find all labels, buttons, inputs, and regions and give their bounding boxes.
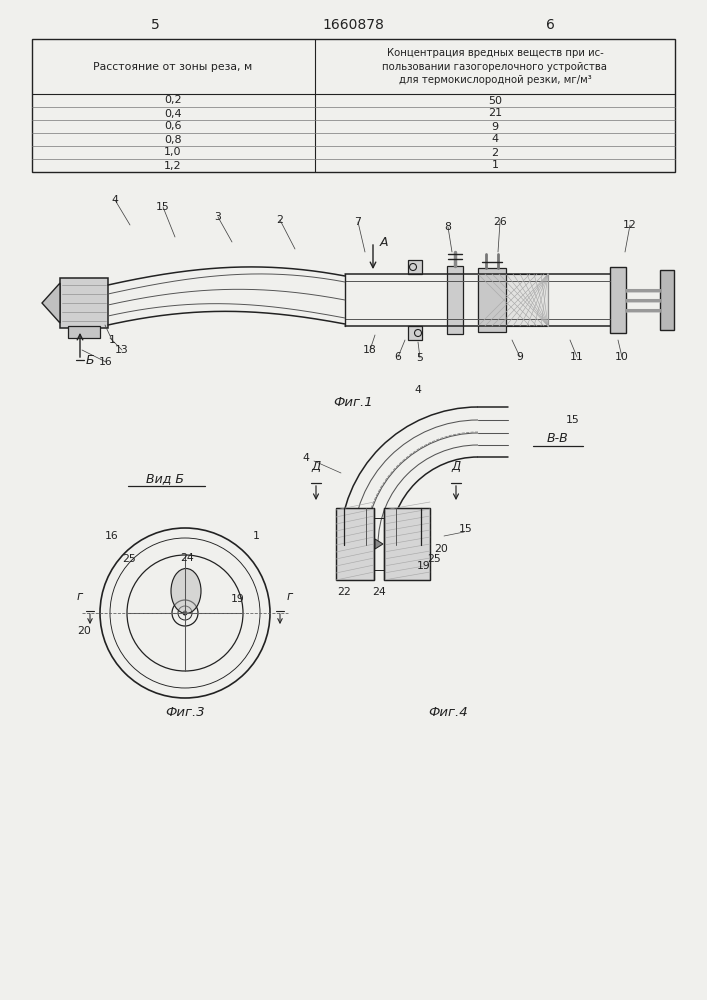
Text: 50: 50 xyxy=(488,96,502,105)
Text: 1: 1 xyxy=(109,335,115,345)
Text: Д: Д xyxy=(312,460,320,473)
Text: 0,8: 0,8 xyxy=(164,134,182,144)
Text: 19: 19 xyxy=(417,561,431,571)
Text: Фиг.3: Фиг.3 xyxy=(165,706,205,718)
Text: 18: 18 xyxy=(363,345,377,355)
Text: В-В: В-В xyxy=(547,432,569,445)
Text: 16: 16 xyxy=(105,531,119,541)
Text: Расстояние от зоны реза, м: Расстояние от зоны реза, м xyxy=(93,62,252,72)
Text: 25: 25 xyxy=(122,554,136,564)
Bar xyxy=(447,266,463,334)
Text: 20: 20 xyxy=(77,626,91,636)
Bar xyxy=(408,260,422,274)
Text: 1,2: 1,2 xyxy=(164,160,182,170)
Text: 15: 15 xyxy=(459,524,473,534)
Text: 25: 25 xyxy=(427,554,441,564)
Text: 8: 8 xyxy=(445,222,452,232)
Text: 4: 4 xyxy=(112,195,119,205)
Text: 22: 22 xyxy=(337,587,351,597)
Text: 5: 5 xyxy=(151,18,159,32)
Circle shape xyxy=(183,611,187,615)
Text: Д: Д xyxy=(452,460,460,473)
Text: 1: 1 xyxy=(252,531,259,541)
Bar xyxy=(336,508,374,580)
Text: A: A xyxy=(380,235,389,248)
Text: 4: 4 xyxy=(491,134,498,144)
Bar xyxy=(32,39,675,172)
Text: 7: 7 xyxy=(355,217,361,227)
Text: 3: 3 xyxy=(214,212,221,222)
Polygon shape xyxy=(375,539,383,549)
Text: 0,6: 0,6 xyxy=(164,121,182,131)
Bar xyxy=(384,508,430,580)
Text: 0,2: 0,2 xyxy=(164,96,182,105)
Bar xyxy=(478,268,506,332)
Text: Б: Б xyxy=(86,354,95,366)
Text: 4: 4 xyxy=(303,453,310,463)
Text: 2: 2 xyxy=(491,147,498,157)
Text: 1,0: 1,0 xyxy=(164,147,182,157)
Text: 1660878: 1660878 xyxy=(322,18,384,32)
Text: 19: 19 xyxy=(231,594,245,604)
Text: 15: 15 xyxy=(156,202,170,212)
Bar xyxy=(610,267,626,333)
Text: 26: 26 xyxy=(493,217,507,227)
Text: 20: 20 xyxy=(434,544,448,554)
Text: Фиг.1: Фиг.1 xyxy=(333,395,373,408)
Text: 12: 12 xyxy=(623,220,637,230)
Polygon shape xyxy=(42,283,60,323)
Bar xyxy=(60,278,108,328)
Bar xyxy=(336,508,374,580)
Text: 24: 24 xyxy=(372,587,386,597)
Text: 11: 11 xyxy=(570,352,584,362)
Bar xyxy=(68,326,100,338)
Text: Концентрация вредных веществ при ис-
пользовании газогорелочного устройства
для : Концентрация вредных веществ при ис- пол… xyxy=(382,48,607,85)
Bar xyxy=(478,274,548,326)
Text: 24: 24 xyxy=(180,553,194,563)
Text: 6: 6 xyxy=(546,18,554,32)
Text: 4: 4 xyxy=(414,385,421,395)
Text: 0,4: 0,4 xyxy=(164,108,182,118)
Text: Фиг.4: Фиг.4 xyxy=(428,706,468,718)
Text: 9: 9 xyxy=(517,352,523,362)
Text: 2: 2 xyxy=(276,215,284,225)
Text: 21: 21 xyxy=(488,108,502,118)
Bar xyxy=(384,508,430,580)
Text: г: г xyxy=(287,590,293,603)
Text: 10: 10 xyxy=(615,352,629,362)
Text: Вид Б: Вид Б xyxy=(146,472,184,485)
Text: 9: 9 xyxy=(491,121,498,131)
Text: 1: 1 xyxy=(491,160,498,170)
Bar xyxy=(660,270,674,330)
Text: 15: 15 xyxy=(566,415,580,425)
Text: г: г xyxy=(77,590,83,603)
Bar xyxy=(478,274,548,326)
Text: 6: 6 xyxy=(395,352,402,362)
Text: 16: 16 xyxy=(99,357,113,367)
Ellipse shape xyxy=(171,568,201,613)
Text: 13: 13 xyxy=(115,345,129,355)
Bar xyxy=(408,326,422,340)
Text: 5: 5 xyxy=(416,353,423,363)
